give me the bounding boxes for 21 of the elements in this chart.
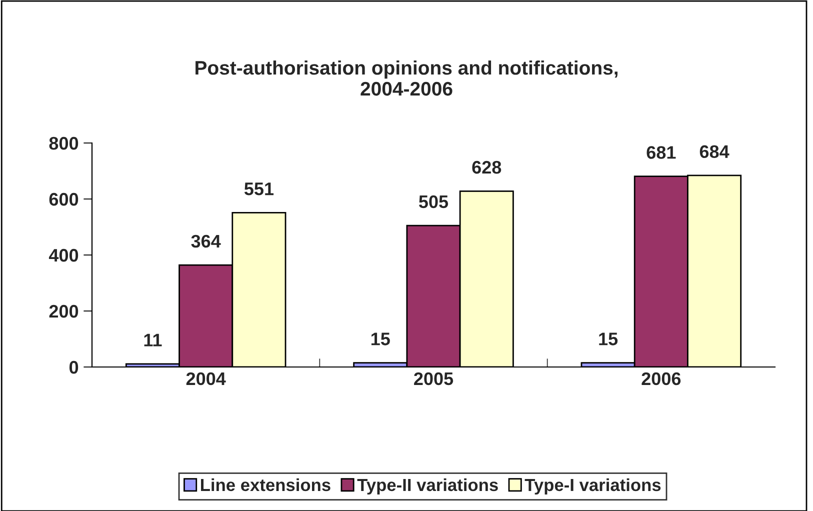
y-tick-label: 200: [49, 304, 78, 318]
chart-title: Post-authorisation opinions and notifications, 2004-2006: [196, 60, 618, 96]
y-tick-label: 0: [69, 360, 78, 374]
y-tick-label: 400: [48, 248, 78, 262]
x-tick-label: 2006: [642, 372, 681, 386]
legend-label: Line extensions: [201, 478, 330, 492]
data-label: 15: [371, 332, 390, 346]
x-tick-label: 2005: [414, 372, 454, 386]
y-tick-label: 800: [49, 136, 78, 150]
data-label: 11: [144, 334, 162, 346]
data-label: 684: [700, 145, 730, 158]
data-label: 681: [646, 146, 676, 159]
data-label: 505: [418, 195, 448, 208]
legend-label: Type-I variations: [524, 478, 661, 495]
legend-label: Type-II variations: [357, 478, 498, 495]
x-tick-label: 2004: [186, 372, 226, 386]
data-label: 628: [472, 160, 502, 174]
data-label: 364: [191, 234, 221, 248]
data-label: 551: [244, 182, 274, 196]
data-label: 15: [599, 332, 618, 346]
y-tick-label: 600: [49, 192, 78, 206]
